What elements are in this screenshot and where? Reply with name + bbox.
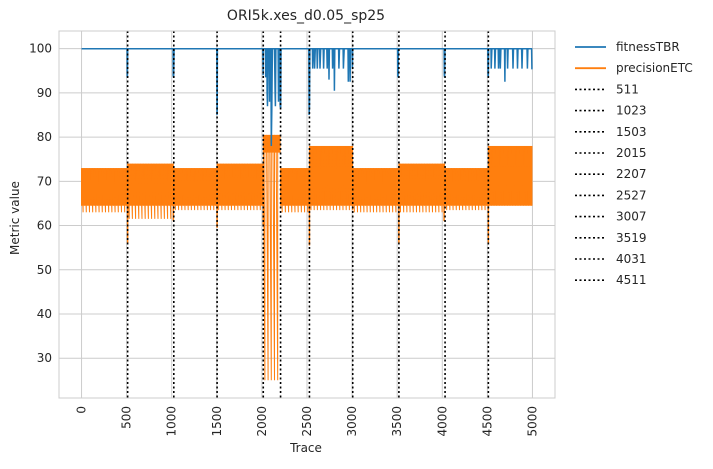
precisionETC-line xyxy=(280,168,310,213)
x-tick-label: 4000 xyxy=(435,406,449,437)
y-tick-label: 60 xyxy=(37,219,52,233)
precisionETC-line xyxy=(262,134,280,381)
legend-label: 1023 xyxy=(616,104,647,118)
precisionETC-line xyxy=(216,163,263,211)
legend-label: 1503 xyxy=(616,125,647,139)
axes: 0 500 1000 1500 2000 2500 3000 3500 4000 4500 5000… xyxy=(29,30,556,437)
legend-label: 511 xyxy=(616,82,639,96)
legend-label: 4031 xyxy=(616,252,647,266)
y-tick-label: 70 xyxy=(37,174,52,188)
y-tick-label: 80 xyxy=(37,130,52,144)
precisionETC-line xyxy=(487,145,533,206)
x-tick-label: 0 xyxy=(75,406,89,414)
y-axis-label: Metric value xyxy=(8,181,22,255)
y-tick-label: 30 xyxy=(37,351,52,365)
chart-title: ORI5k.xes_d0.05_sp25 xyxy=(227,8,385,24)
legend-label: 4511 xyxy=(616,273,647,287)
data-layer xyxy=(81,47,533,381)
x-axis-label: Trace xyxy=(289,441,322,455)
legend-label: 3007 xyxy=(616,210,647,224)
x-tick-label: 3500 xyxy=(390,406,404,437)
x-tick-label: 2000 xyxy=(255,406,269,437)
legend-label: fitnessTBR xyxy=(616,40,680,54)
y-tick-label: 90 xyxy=(37,86,52,100)
x-tick-label: 3000 xyxy=(345,406,359,437)
precisionETC-line xyxy=(81,168,127,213)
x-tick-label: 2500 xyxy=(300,406,314,437)
legend-label: 2527 xyxy=(616,188,647,202)
precisionETC-line xyxy=(173,168,218,211)
y-tick-label: 50 xyxy=(37,263,52,277)
legend: fitnessTBR precisionETC 511 1023 1503 2015 220… xyxy=(575,40,693,287)
y-tick-label: 100 xyxy=(29,42,52,56)
y-tick-label: 40 xyxy=(37,307,52,321)
x-tick-label: 1000 xyxy=(165,406,179,437)
legend-label: 2207 xyxy=(616,167,647,181)
precisionETC-line xyxy=(444,168,489,211)
x-tick-label: 5000 xyxy=(525,406,539,437)
x-tick-label: 500 xyxy=(120,406,134,429)
legend-label: 3519 xyxy=(616,231,647,245)
plot-frame xyxy=(58,30,556,399)
precisionETC-line xyxy=(127,163,173,219)
precisionETC-line xyxy=(352,168,398,213)
legend-label: precisionETC xyxy=(616,61,693,75)
x-tick-label: 4500 xyxy=(480,406,494,437)
fitnessTBR-line xyxy=(81,47,533,147)
precisionETC-line xyxy=(308,145,354,211)
precisionETC-line xyxy=(398,163,445,213)
x-tick-label: 1500 xyxy=(210,406,224,437)
legend-label: 2015 xyxy=(616,146,647,160)
